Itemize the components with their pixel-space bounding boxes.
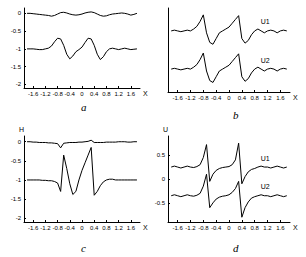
svg-text:1.6: 1.6 [127,225,136,231]
svg-text:0.8: 0.8 [251,95,260,101]
svg-text:0.8: 0.8 [102,225,111,231]
svg-text:-0.4: -0.4 [211,95,222,101]
svg-text:-0.4: -0.4 [211,225,222,231]
svg-text:U2: U2 [261,183,270,190]
svg-text:-0.4: -0.4 [65,91,76,97]
svg-text:0: 0 [227,95,231,101]
svg-text:X: X [143,224,148,231]
svg-text:-1.5: -1.5 [11,64,22,70]
svg-text:-0.8: -0.8 [198,95,209,101]
svg-text:H: H [19,126,24,133]
svg-text:-1: -1 [16,177,22,183]
svg-text:-1.2: -1.2 [185,95,196,101]
svg-text:-0.5: -0.5 [11,158,22,164]
svg-text:-1.2: -1.2 [185,225,196,231]
svg-text:a: a [81,101,87,113]
svg-text:-0.5: -0.5 [155,200,166,206]
svg-text:-1: -1 [16,46,22,52]
svg-text:0: 0 [18,139,22,145]
svg-text:1.6: 1.6 [127,91,136,97]
svg-text:-0.5: -0.5 [11,28,22,34]
svg-text:0.4: 0.4 [90,91,99,97]
svg-text:-0.8: -0.8 [52,91,63,97]
svg-text:-1.2: -1.2 [40,91,51,97]
svg-text:b: b [233,109,239,121]
svg-text:0: 0 [80,91,84,97]
svg-text:0: 0 [18,10,22,16]
svg-text:U1: U1 [261,155,270,162]
svg-text:d: d [233,242,239,254]
svg-text:0: 0 [227,225,231,231]
svg-text:-1.6: -1.6 [172,95,183,101]
svg-text:-0.8: -0.8 [198,225,209,231]
svg-text:1.6: 1.6 [276,95,285,101]
svg-text:-0.8: -0.8 [52,225,63,231]
svg-text:-1.2: -1.2 [40,225,51,231]
svg-text:X: X [143,90,148,97]
svg-text:0.8: 0.8 [102,91,111,97]
svg-text:0: 0 [80,225,84,231]
svg-text:0.5: 0.5 [157,152,166,158]
svg-text:1.2: 1.2 [114,91,123,97]
svg-text:1.2: 1.2 [263,225,272,231]
svg-text:-1.6: -1.6 [28,91,39,97]
svg-text:0.4: 0.4 [238,95,247,101]
svg-text:X: X [293,224,298,231]
svg-text:1.2: 1.2 [263,95,272,101]
svg-text:-2: -2 [16,81,22,87]
svg-text:1.2: 1.2 [114,225,123,231]
svg-text:U: U [163,126,168,133]
svg-text:X: X [293,94,298,101]
svg-text:U2: U2 [261,57,270,64]
svg-text:0: 0 [162,176,166,182]
svg-text:-1.6: -1.6 [172,225,183,231]
svg-text:-1.5: -1.5 [11,196,22,202]
svg-text:0.8: 0.8 [251,225,260,231]
svg-text:0.4: 0.4 [90,225,99,231]
svg-text:0.4: 0.4 [238,225,247,231]
svg-text:-0.4: -0.4 [65,225,76,231]
svg-text:-1.6: -1.6 [28,225,39,231]
svg-text:U1: U1 [261,18,270,25]
svg-text:c: c [81,242,86,254]
svg-text:1.6: 1.6 [276,225,285,231]
svg-text:-2: -2 [16,215,22,221]
